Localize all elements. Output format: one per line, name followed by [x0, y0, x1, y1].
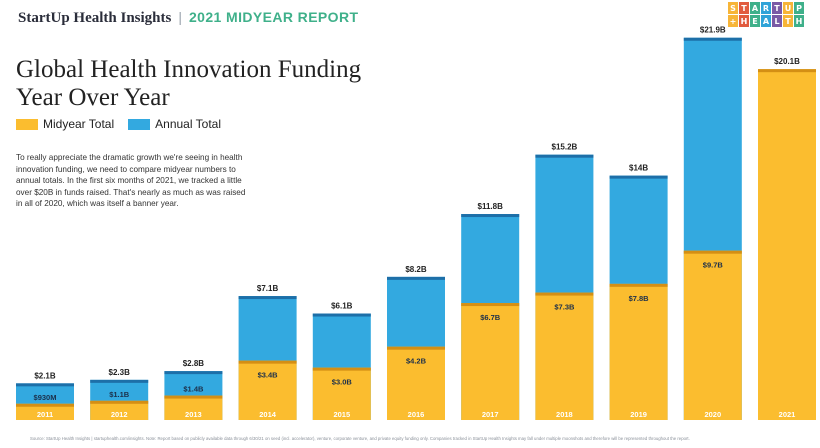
- year-tick-label: 2013: [185, 410, 202, 419]
- logo-letter: H: [739, 15, 749, 27]
- year-tick-label: 2014: [259, 410, 277, 419]
- logo-row-bottom: + H E A L T H: [728, 15, 816, 27]
- header-separator: |: [178, 9, 182, 25]
- year-tick-label: 2021: [779, 410, 796, 419]
- year-tick-label: 2017: [482, 410, 499, 419]
- midyear-total-bar: [683, 250, 742, 420]
- annual-bar-cap: [90, 379, 149, 383]
- annual-bar-cap: [387, 276, 445, 280]
- annual-bar-cap: [609, 175, 668, 179]
- year-tick-label: 2020: [704, 410, 721, 419]
- midyear-bar-cap: [16, 403, 74, 407]
- midyear-bar-cap: [312, 367, 371, 371]
- annual-value-label: $21.9B: [700, 26, 726, 35]
- year-tick-label: 2012: [111, 410, 128, 419]
- brand-name: StartUp Health Insights: [18, 10, 172, 26]
- annual-value-label: $2.1B: [34, 371, 56, 380]
- chart-legend: Midyear Total Annual Total: [16, 117, 235, 131]
- annual-value-label: $2.3B: [109, 368, 131, 377]
- report-header: StartUp Health Insights | 2021 MIDYEAR REP…: [18, 9, 358, 27]
- midyear-total-bar: [16, 403, 74, 420]
- midyear-bar-cap: [238, 360, 297, 364]
- annual-bar-cap: [16, 383, 74, 387]
- midyear-total-bar: [312, 367, 371, 420]
- annual-value-label: $14B: [629, 164, 648, 173]
- chart-title-line-2: Year Over Year: [16, 84, 170, 111]
- annual-value-label: $6.1B: [331, 302, 353, 311]
- legend-label-midyear: Midyear Total: [43, 117, 115, 131]
- midyear-value-label: $7.3B: [554, 303, 575, 312]
- legend-label-annual: Annual Total: [155, 117, 221, 131]
- report-label: 2021 MIDYEAR REPORT: [189, 9, 359, 25]
- year-tick-label: 2016: [408, 410, 425, 419]
- midyear-value-label: $4.2B: [406, 357, 427, 366]
- midyear-total-bar: [387, 346, 445, 420]
- annual-value-label: $7.1B: [257, 284, 279, 293]
- annual-value-label: $8.2B: [405, 265, 427, 274]
- annual-bar-cap: [164, 371, 223, 375]
- legend-swatch-annual: [128, 118, 151, 130]
- midyear-total-bar: [461, 303, 520, 420]
- midyear-total-bar: [238, 360, 297, 420]
- logo-letter: L: [772, 15, 782, 27]
- midyear-value-label: $6.7B: [480, 313, 501, 322]
- midyear-bar-cap: [387, 346, 445, 350]
- annual-bar-cap: [683, 37, 742, 41]
- year-tick-label: 2018: [556, 410, 573, 419]
- logo-letter: T: [772, 2, 782, 14]
- year-tick-label: 2011: [37, 410, 53, 419]
- midyear-bar-cap: [90, 400, 149, 404]
- midyear-total-bar: [609, 283, 668, 420]
- logo-letter: R: [761, 2, 771, 14]
- midyear-value-label: $7.8B: [629, 294, 650, 303]
- midyear-value-label: $9.7B: [703, 261, 724, 270]
- year-tick-label: 2019: [630, 410, 647, 419]
- chart-title: Global Health Innovation Funding Year Ov…: [16, 56, 396, 112]
- midyear-total-bar: [90, 400, 149, 420]
- midyear-total-bar: [758, 69, 816, 420]
- midyear-value-label: $3.4B: [258, 371, 279, 380]
- chart-description: To really appreciate the dramatic growth…: [16, 153, 246, 208]
- legend-item-midyear: Midyear Total: [16, 117, 114, 131]
- legend-swatch-midyear: [16, 118, 38, 130]
- logo-letter: T: [739, 2, 749, 14]
- source-footnote: Source: StartUp Health Insights | startu…: [30, 436, 690, 441]
- annual-bar-cap: [461, 214, 520, 218]
- logo-letter: E: [750, 15, 760, 27]
- midyear-total-bar: [535, 292, 594, 420]
- midyear-bar-cap: [758, 69, 816, 73]
- logo-letter: T: [783, 15, 793, 27]
- logo-letter: +: [728, 15, 738, 27]
- midyear-value-label: $3.0B: [332, 378, 353, 387]
- annual-bar-cap: [312, 313, 371, 317]
- logo-letter: A: [761, 15, 771, 27]
- logo-letter: H: [794, 15, 804, 27]
- midyear-bar-cap: [535, 292, 594, 296]
- midyear-bar-cap: [164, 395, 223, 399]
- chart-title-line-1: Global Health Innovation Funding: [16, 56, 362, 83]
- annual-bar-cap: [535, 154, 594, 158]
- year-tick-label: 2015: [333, 410, 350, 419]
- midyear-bar-cap: [461, 303, 520, 307]
- midyear-value-label: $20.1B: [774, 57, 800, 66]
- legend-item-annual: Annual Total: [128, 117, 221, 131]
- logo-letter: P: [794, 2, 804, 14]
- midyear-value-label: $1.1B: [109, 390, 130, 399]
- midyear-value-label: $1.4B: [183, 385, 204, 394]
- logo-letter: S: [728, 2, 738, 14]
- annual-value-label: $2.8B: [183, 359, 205, 368]
- logo-letter: U: [783, 2, 793, 14]
- midyear-value-label: $930M: [34, 393, 57, 402]
- midyear-bar-cap: [609, 283, 668, 287]
- logo-letter: A: [750, 2, 760, 14]
- midyear-bar-cap: [683, 250, 742, 254]
- annual-bar-cap: [238, 296, 297, 300]
- midyear-total-bar: [164, 395, 223, 420]
- annual-value-label: $11.8B: [478, 202, 504, 211]
- annual-value-label: $15.2B: [552, 143, 578, 152]
